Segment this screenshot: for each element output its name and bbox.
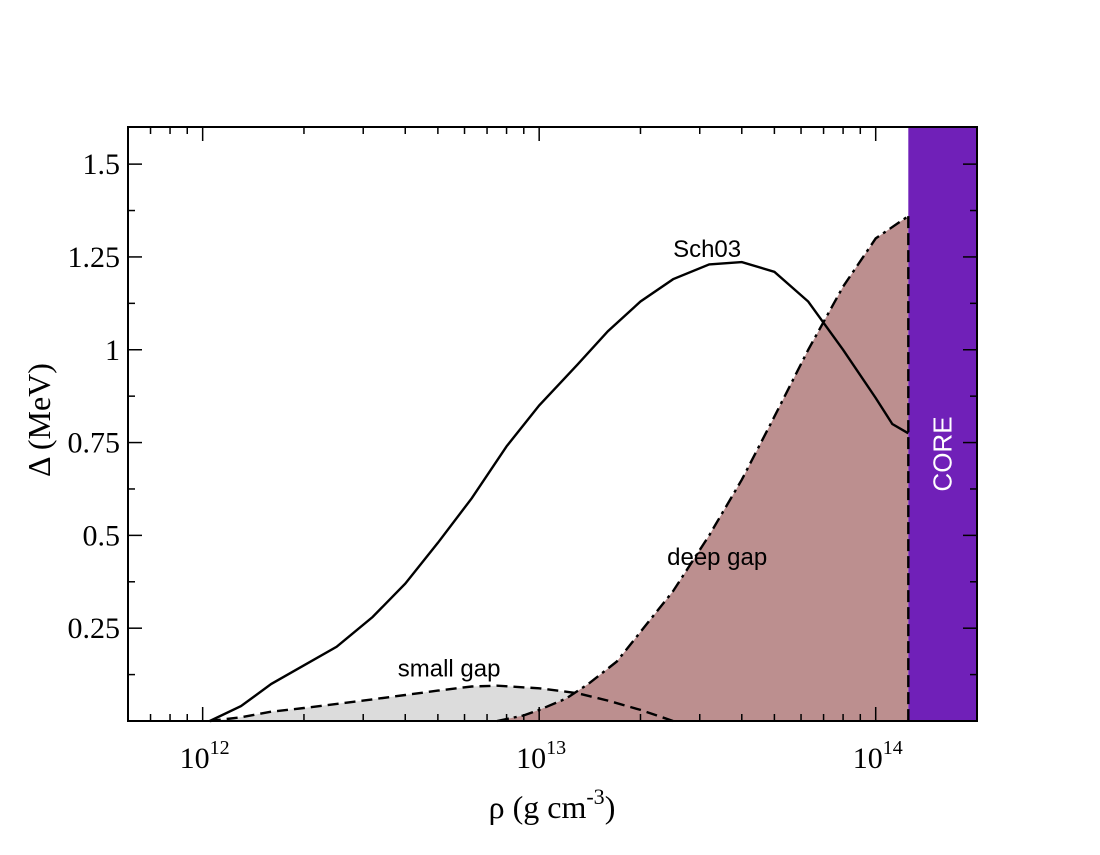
x-tick-base: 10 [516, 742, 546, 775]
x-tick-base: 10 [853, 742, 883, 775]
y-tick-label: 0.5 [83, 519, 121, 552]
Sch03-curve [209, 260, 909, 723]
x-axis-title: ρ (g cm-3) [489, 784, 616, 825]
x-axis-title-close: ) [605, 789, 616, 825]
x-axis-title-base: ρ (g cm [489, 789, 587, 825]
tick-layer [127, 127, 978, 721]
annotation-small-gap: small gap [398, 655, 501, 682]
y-tick-label: 0.25 [68, 612, 121, 645]
y-tick-label: 1 [105, 334, 120, 367]
y-tick-label: 0.75 [68, 427, 121, 460]
annotation-sch03: Sch03 [673, 236, 741, 263]
y-tick-label: 1.5 [83, 148, 121, 181]
core-label: CORE [928, 416, 958, 491]
y-axis-title: Δ (MeV) [21, 363, 57, 477]
deep-gap-curve [496, 215, 909, 723]
line-layer [209, 215, 910, 723]
x-tick-exponent: 14 [883, 737, 903, 759]
core-layer: CORE [908, 127, 977, 721]
fill-layer [209, 216, 909, 721]
plot-frame [127, 126, 978, 722]
x-axis-title-sup: -3 [586, 784, 604, 809]
annotation-deep-gap: deep gap [667, 544, 767, 571]
y-tick-label: 1.25 [68, 241, 121, 274]
x-tick-exponent: 12 [210, 737, 230, 759]
x-tick-label: 1012 [180, 737, 230, 775]
deep-gap-fill [497, 216, 909, 721]
small-gap-curve [209, 684, 674, 723]
x-tick-exponent: 13 [546, 737, 566, 759]
x-tick-base: 10 [180, 742, 210, 775]
x-tick-label: 1014 [853, 737, 903, 775]
core-band [908, 127, 977, 721]
x-tick-label: 1013 [516, 737, 566, 775]
